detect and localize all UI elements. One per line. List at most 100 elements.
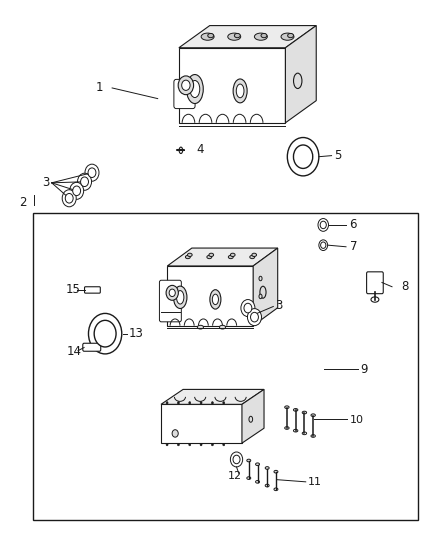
Circle shape (247, 309, 261, 326)
Circle shape (182, 80, 190, 91)
Text: 10: 10 (350, 415, 364, 425)
Ellipse shape (247, 459, 251, 462)
Circle shape (172, 430, 178, 437)
Ellipse shape (187, 75, 203, 103)
Ellipse shape (371, 297, 379, 302)
Circle shape (244, 303, 252, 313)
Ellipse shape (247, 477, 251, 480)
Ellipse shape (234, 34, 240, 38)
FancyBboxPatch shape (174, 79, 195, 109)
Ellipse shape (293, 408, 298, 411)
Polygon shape (161, 390, 264, 405)
Polygon shape (242, 390, 264, 443)
Ellipse shape (285, 426, 289, 430)
Text: 1: 1 (96, 81, 104, 94)
Ellipse shape (190, 80, 200, 98)
Circle shape (321, 242, 326, 248)
Text: 6: 6 (350, 219, 357, 231)
Circle shape (230, 452, 243, 467)
Text: 2: 2 (19, 196, 27, 209)
Ellipse shape (207, 255, 212, 259)
Circle shape (88, 313, 122, 354)
Ellipse shape (210, 290, 221, 309)
Ellipse shape (293, 73, 302, 88)
Ellipse shape (293, 430, 298, 432)
Circle shape (70, 182, 84, 199)
Ellipse shape (249, 416, 253, 422)
Ellipse shape (311, 435, 315, 437)
Text: 5: 5 (334, 149, 341, 162)
FancyBboxPatch shape (83, 343, 101, 351)
Ellipse shape (173, 286, 187, 309)
Polygon shape (179, 26, 316, 48)
Text: 14: 14 (67, 345, 82, 358)
Ellipse shape (255, 463, 259, 466)
Text: 8: 8 (401, 280, 409, 293)
Circle shape (78, 173, 92, 190)
Ellipse shape (198, 325, 204, 329)
Text: 15: 15 (66, 284, 81, 296)
Text: 3: 3 (276, 300, 283, 312)
Circle shape (212, 402, 213, 404)
Ellipse shape (265, 467, 269, 470)
Ellipse shape (177, 290, 184, 304)
Circle shape (200, 402, 202, 404)
Ellipse shape (288, 34, 293, 38)
Circle shape (73, 186, 81, 196)
Bar (33, 213, 418, 520)
Polygon shape (179, 48, 286, 123)
Circle shape (200, 443, 202, 446)
FancyBboxPatch shape (367, 272, 383, 294)
Circle shape (251, 312, 258, 322)
Circle shape (177, 443, 180, 446)
Circle shape (166, 443, 168, 446)
Text: 12: 12 (228, 471, 242, 481)
Circle shape (233, 455, 240, 464)
FancyBboxPatch shape (159, 280, 181, 322)
Ellipse shape (228, 33, 241, 41)
Text: 9: 9 (360, 363, 367, 376)
Ellipse shape (260, 286, 266, 298)
Ellipse shape (285, 406, 289, 408)
Circle shape (241, 300, 255, 317)
Ellipse shape (250, 255, 255, 259)
Text: 3: 3 (42, 176, 49, 189)
Circle shape (223, 402, 225, 404)
Circle shape (88, 168, 96, 177)
Polygon shape (253, 248, 278, 326)
Ellipse shape (187, 253, 192, 256)
Text: 7: 7 (350, 240, 357, 253)
Ellipse shape (255, 481, 259, 483)
Ellipse shape (179, 147, 183, 154)
Ellipse shape (311, 414, 315, 417)
Ellipse shape (265, 484, 269, 487)
FancyBboxPatch shape (85, 287, 100, 293)
Circle shape (81, 177, 88, 187)
Circle shape (62, 190, 76, 207)
Circle shape (94, 320, 116, 347)
Circle shape (223, 443, 225, 446)
Ellipse shape (259, 276, 262, 281)
Circle shape (189, 402, 191, 404)
Circle shape (177, 402, 180, 404)
Ellipse shape (302, 411, 307, 414)
Circle shape (85, 164, 99, 181)
Polygon shape (167, 248, 278, 266)
Polygon shape (161, 405, 242, 443)
Circle shape (166, 285, 178, 300)
Ellipse shape (208, 34, 214, 38)
Ellipse shape (236, 84, 244, 98)
Ellipse shape (274, 488, 278, 490)
Circle shape (178, 76, 194, 95)
Ellipse shape (254, 33, 267, 41)
Circle shape (318, 219, 328, 231)
Ellipse shape (185, 255, 190, 259)
Polygon shape (286, 26, 316, 123)
Ellipse shape (302, 432, 307, 435)
Ellipse shape (228, 255, 233, 259)
Ellipse shape (212, 294, 219, 305)
Ellipse shape (252, 253, 257, 256)
Ellipse shape (230, 253, 235, 256)
Ellipse shape (259, 294, 262, 298)
Ellipse shape (274, 470, 278, 473)
